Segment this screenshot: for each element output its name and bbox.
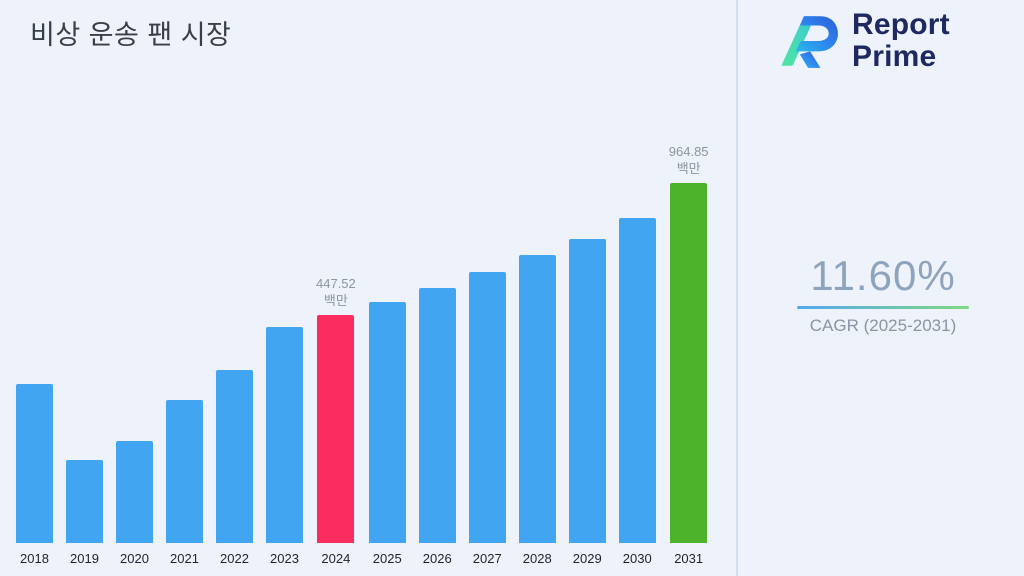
cagr-block: 11.60% CAGR (2025-2031) — [752, 252, 1014, 336]
x-axis-label-2028: 2028 — [522, 551, 552, 566]
annotation-unit-2031: 백만 — [676, 161, 701, 177]
bar-slot-2031: 964.85 백만 2031 — [669, 144, 709, 566]
logo-text-prime: Prime — [852, 40, 937, 73]
x-axis-label-2030: 2030 — [622, 551, 652, 566]
logo-text-report: Report — [852, 7, 950, 41]
bar-2019 — [66, 460, 103, 543]
bar-2023 — [266, 327, 303, 543]
bar-2028 — [518, 255, 556, 543]
bar-2031 — [670, 183, 708, 543]
vertical-divider — [736, 0, 738, 576]
bar-annotation-2031: 964.85 백만 — [669, 144, 709, 178]
annotation-unit-2024: 백만 — [323, 293, 348, 309]
logo: Report Prime — [770, 8, 950, 74]
bar-2027 — [468, 272, 506, 543]
x-axis-label-2027: 2027 — [472, 551, 502, 566]
report-prime-logo-icon — [781, 16, 838, 68]
bar-2022 — [216, 370, 253, 543]
bar-2018 — [16, 384, 53, 543]
x-axis-label-2021: 2021 — [170, 551, 199, 566]
bar-slot-2021: 2021 — [166, 400, 203, 566]
bar-2030 — [618, 218, 656, 543]
cagr-label: CAGR (2025-2031) — [809, 316, 957, 335]
x-axis-label-2019: 2019 — [70, 551, 99, 566]
bar-2024 — [317, 315, 355, 543]
bar-2020 — [116, 441, 153, 543]
bar-slot-2028: 2028 — [518, 255, 556, 566]
bar-slot-2030: 2030 — [618, 218, 656, 566]
x-axis-label-2022: 2022 — [220, 551, 249, 566]
bar-slot-2023: 2023 — [266, 327, 303, 566]
x-axis-label-2023: 2023 — [270, 551, 299, 566]
cagr-underline — [797, 306, 969, 309]
x-axis-label-2029: 2029 — [572, 551, 602, 566]
page-title: 비상 운송 팬 시장 — [30, 20, 232, 50]
bar-2026 — [418, 288, 456, 543]
x-axis-label-2025: 2025 — [372, 551, 402, 566]
bar-annotation-2024: 447.52 백만 — [316, 276, 356, 310]
bar-slot-2026: 2026 — [418, 288, 456, 566]
bar-2021 — [166, 400, 203, 543]
bar-slot-2019: 2019 — [66, 460, 103, 566]
bar-slot-2027: 2027 — [468, 272, 506, 566]
bar-2025 — [368, 302, 406, 543]
x-axis-label-2018: 2018 — [20, 551, 49, 566]
x-axis-label-2024: 2024 — [321, 551, 351, 566]
bar-slot-2029: 2029 — [568, 239, 606, 566]
annotation-value-2024: 447.52 — [316, 276, 356, 292]
bar-slot-2024: 447.52 백만 2024 — [316, 276, 356, 566]
bar-slot-2025: 2025 — [368, 302, 406, 566]
bar-chart: 2018 2019 2020 2021 2022 2023 447.52 백만 2024 2025… — [16, 144, 709, 566]
annotation-value-2031: 964.85 — [668, 144, 709, 160]
x-axis-label-2026: 2026 — [422, 551, 452, 566]
bar-slot-2018: 2018 — [16, 384, 53, 566]
cagr-value: 11.60% — [810, 252, 956, 299]
bar-slot-2020: 2020 — [116, 441, 153, 566]
x-axis-label-2031: 2031 — [674, 551, 704, 566]
bar-slot-2022: 2022 — [216, 370, 253, 566]
bar-2029 — [568, 239, 606, 543]
logo-text: Report Prime — [852, 7, 950, 74]
x-axis-label-2020: 2020 — [120, 551, 149, 566]
